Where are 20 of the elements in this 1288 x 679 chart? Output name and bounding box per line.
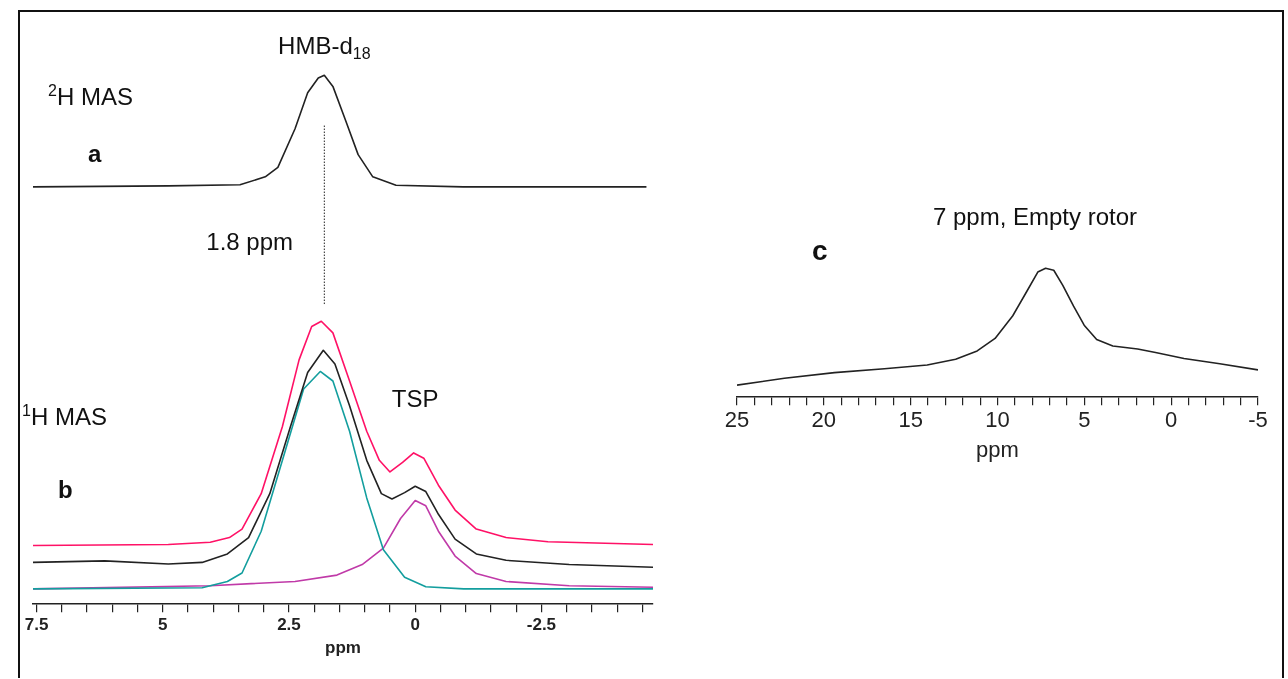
ref-line-label: 1.8 ppm xyxy=(206,228,293,255)
x-tick-label: 7.5 xyxy=(24,615,49,635)
chart-title: 7 ppm, Empty rotor xyxy=(932,203,1138,230)
x-axis-title: ppm xyxy=(976,436,1019,462)
x-axis-title: ppm xyxy=(325,638,361,658)
annotation: b xyxy=(58,476,73,503)
x-tick-label: -5 xyxy=(1248,407,1268,433)
x-tick-label: 10 xyxy=(985,407,1010,433)
x-tick-label: 0 xyxy=(410,615,420,635)
x-tick-label: 25 xyxy=(724,407,750,433)
annotation: a xyxy=(88,140,102,167)
x-tick-label: 5 xyxy=(158,615,168,635)
x-tick-label: 2.5 xyxy=(277,615,301,635)
text: c xyxy=(812,235,828,266)
x-tick-label: -2.5 xyxy=(526,615,557,635)
x-tick-label: 20 xyxy=(811,407,837,433)
x-tick-label: 15 xyxy=(898,407,923,433)
annotation: TSP xyxy=(391,384,439,412)
x-tick-label: 5 xyxy=(1078,407,1091,433)
x-tick-label: 0 xyxy=(1165,407,1178,433)
